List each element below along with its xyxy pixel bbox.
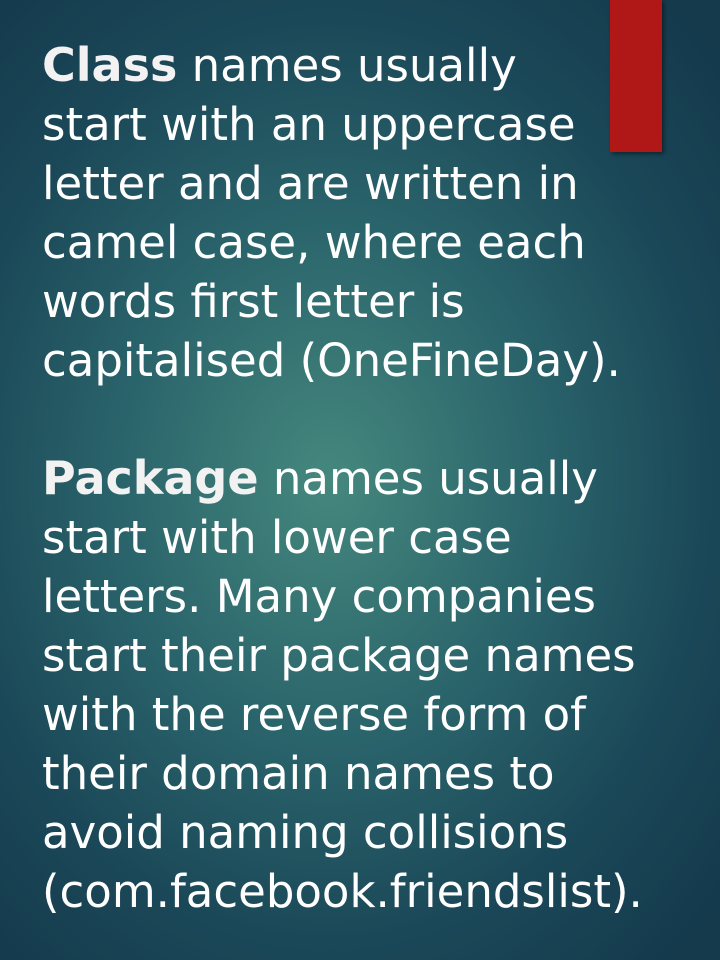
text-line: Class names usually [42, 36, 692, 95]
text-line: with the reverse form of [42, 688, 586, 741]
text-line: start with lower case [42, 511, 512, 564]
package-naming-paragraph: Package names usually start with lower c… [42, 449, 692, 921]
text-line: Package names usually [42, 449, 692, 508]
text-line: (com.facebook.friendslist). [42, 865, 643, 918]
text-fragment: names usually [258, 452, 598, 505]
class-keyword: Class [42, 38, 178, 92]
text-line: avoid naming collisions [42, 806, 569, 859]
text-line: capitalised (OneFineDay). [42, 334, 621, 387]
text-line: letters. Many companies [42, 570, 596, 623]
text-line: camel case, where each [42, 216, 586, 269]
text-line: start with an uppercase [42, 98, 576, 151]
slide-body: Class names usually start with an upperc… [42, 36, 692, 921]
text-fragment: names usually [177, 39, 517, 92]
package-keyword: Package [42, 451, 259, 505]
text-line: their domain names to [42, 747, 555, 800]
text-line: words first letter is [42, 275, 465, 328]
text-line: letter and are written in [42, 157, 579, 210]
accent-bar [610, 0, 662, 152]
class-naming-paragraph: Class names usually start with an upperc… [42, 36, 692, 390]
text-line: start their package names [42, 629, 636, 682]
